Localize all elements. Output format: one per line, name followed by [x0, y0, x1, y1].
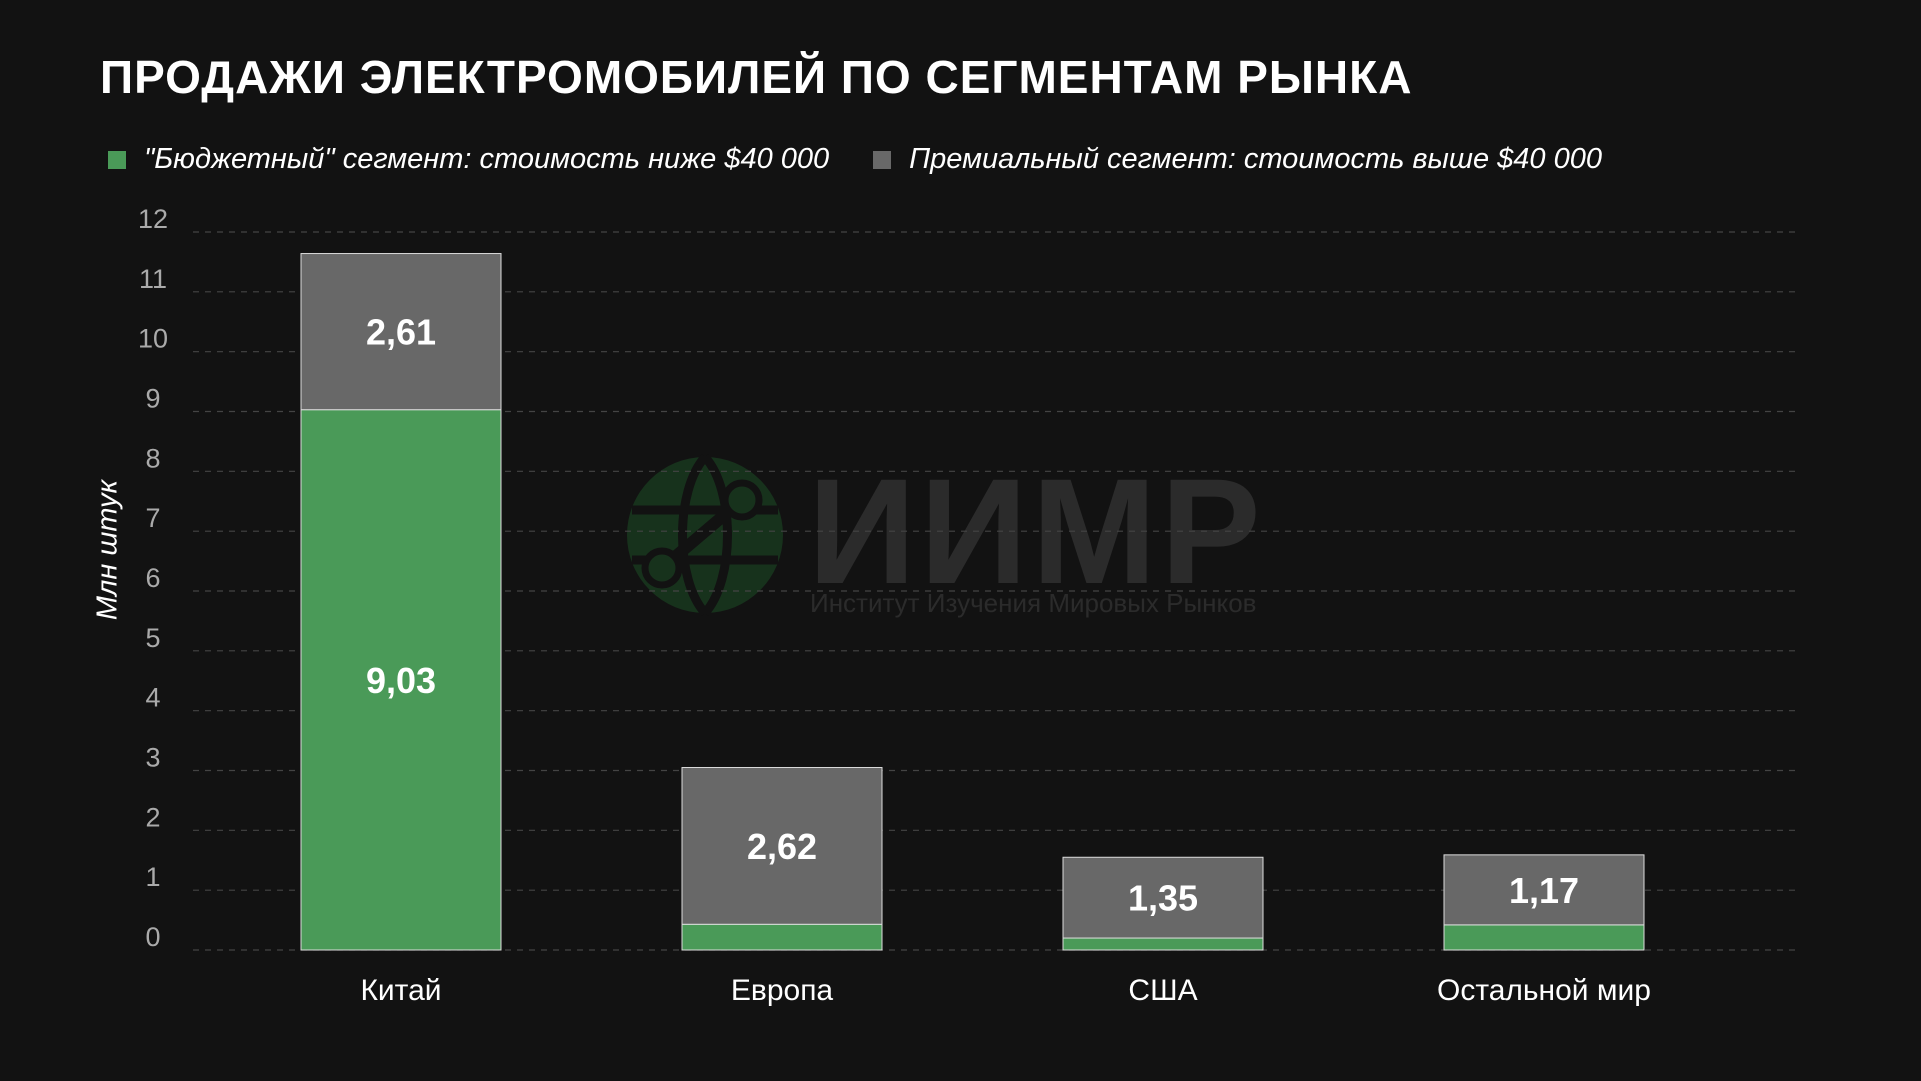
- bar-budget-0: [300, 409, 502, 951]
- legend-item-premium: Премиальный сегмент: стоимость выше $40 …: [873, 143, 1602, 176]
- y-tick-label: 4: [145, 683, 160, 713]
- legend-item-budget: "Бюджетный" сегмент: стоимость ниже $40 …: [108, 143, 829, 176]
- y-tick-label: 12: [138, 204, 168, 234]
- bar-premium-0: [300, 253, 502, 411]
- y-tick-label: 5: [145, 623, 160, 653]
- y-tick-label: 3: [145, 743, 160, 773]
- y-tick-label: 10: [138, 324, 168, 354]
- data-label: 9,03: [366, 660, 436, 701]
- legend-label-premium: Премиальный сегмент: стоимость выше $40 …: [909, 143, 1602, 175]
- y-tick-label: 8: [145, 443, 160, 473]
- legend-label-budget: "Бюджетный" сегмент: стоимость ниже $40 …: [144, 143, 830, 175]
- y-tick-label: 1: [145, 862, 160, 892]
- y-tick-label: 9: [145, 384, 160, 414]
- watermark-subtitle: Институт Изучения Мировых Рынков: [810, 588, 1257, 618]
- chart-legend: "Бюджетный" сегмент: стоимость ниже $40 …: [108, 143, 1602, 176]
- x-tick-label: Остальной мир: [1437, 974, 1651, 1007]
- chart-title: Продажи электромобилей по сегментам рынк…: [100, 51, 1413, 103]
- x-tick-label: США: [1128, 974, 1197, 1007]
- x-tick-label: Европа: [731, 974, 834, 1007]
- legend-swatch-budget: [108, 150, 126, 169]
- bar-premium-1: [681, 767, 883, 925]
- bar-premium-2: [1062, 856, 1264, 939]
- data-label: 1,17: [1509, 870, 1579, 911]
- data-label: 1,35: [1128, 878, 1198, 919]
- bar-premium-3: [1443, 854, 1645, 926]
- y-tick-label: 2: [145, 802, 160, 832]
- bar-budget-3: [1443, 924, 1645, 951]
- y-tick-label: 0: [145, 922, 160, 952]
- bar-budget-1: [681, 923, 883, 951]
- globe-icon: [627, 453, 783, 617]
- data-label: 2,61: [366, 312, 436, 353]
- data-label: 2,62: [747, 826, 817, 867]
- x-tick-label: Китай: [360, 974, 441, 1007]
- y-tick-label: 11: [139, 264, 167, 294]
- legend-swatch-premium: [873, 150, 892, 169]
- bar-budget-2: [1062, 937, 1264, 951]
- y-tick-label: 6: [145, 563, 160, 593]
- y-tick-label: 7: [145, 503, 160, 533]
